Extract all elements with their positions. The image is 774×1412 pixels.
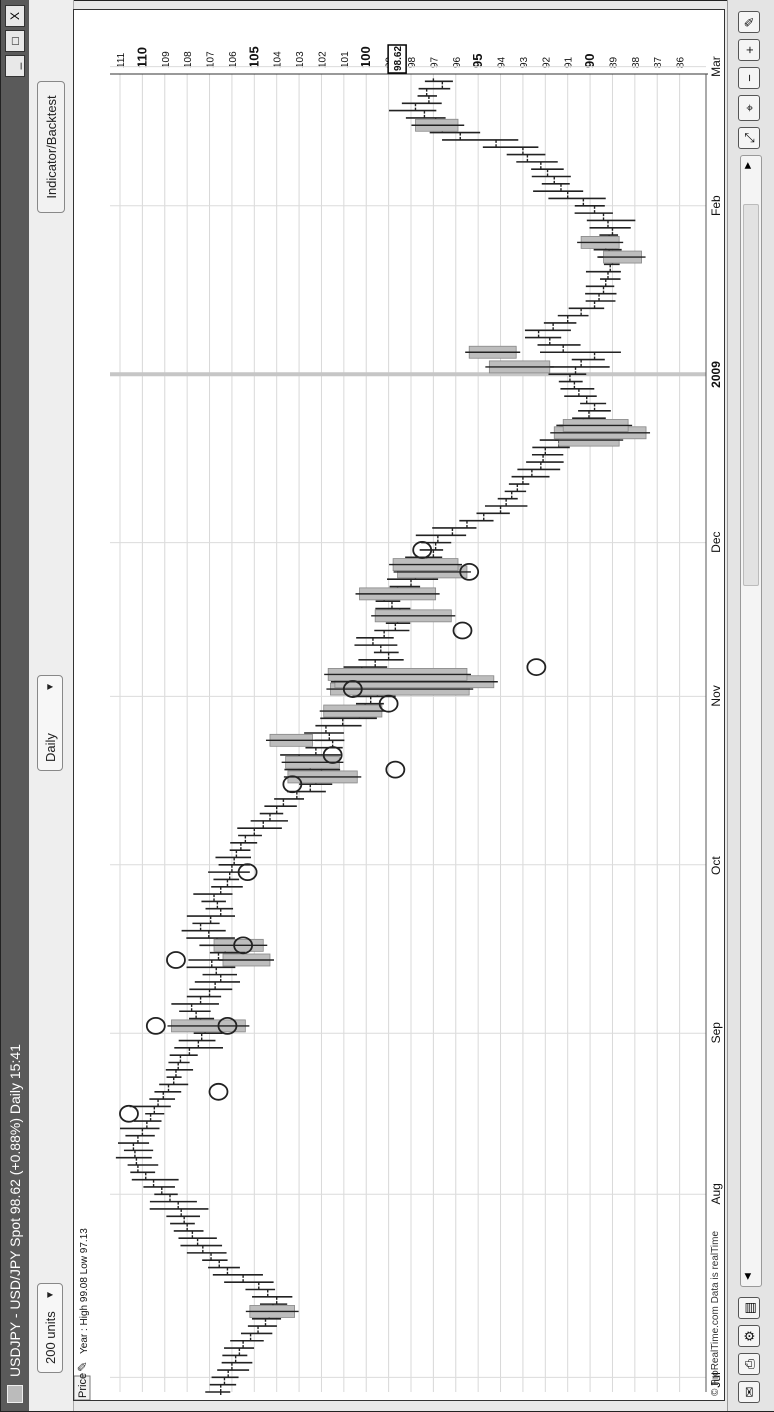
y-tick-label: 101 (340, 51, 351, 68)
y-tick-label: 110 (134, 47, 149, 68)
period-select[interactable]: Daily ▼ (37, 675, 63, 771)
wrench-icon[interactable]: ✎ (75, 1361, 90, 1372)
period-select-value: Daily (43, 733, 58, 762)
annotation-circle (145, 1016, 166, 1035)
current-price-box (387, 44, 407, 74)
scroll-left-arrow[interactable]: ◄ (742, 1271, 754, 1282)
maximize-button[interactable]: □ (5, 30, 25, 52)
x-tick-label: Mar (709, 56, 723, 77)
x-tick-label: Nov (709, 685, 723, 706)
minimize-button[interactable]: _ (5, 55, 25, 77)
x-tick-label: Oct (709, 856, 723, 875)
y-tick-label: 86 (676, 56, 687, 68)
y-tick-label: 94 (497, 56, 508, 68)
y-tick-label: 89 (608, 56, 619, 68)
indicator-backtest-button[interactable]: Indicator/Backtest (37, 81, 65, 213)
annotation-circle (378, 694, 399, 713)
scrollbar-thumb[interactable] (743, 204, 759, 586)
x-tick-label: Feb (709, 195, 723, 216)
y-tick-label: 103 (295, 51, 306, 68)
y-tick-label: 111 (116, 52, 127, 68)
toolbar: 200 units ▼ Daily ▼ Indicator/Backtest (29, 0, 74, 1411)
y-tick-label: 102 (317, 51, 328, 68)
zoom-fit-icon[interactable]: ⤢ (738, 127, 760, 149)
annotation-circle (385, 760, 406, 779)
x-tick-label: Jul (709, 1372, 723, 1387)
window-title: USDJPY - USD/JPY Spot 98.62 (+0.88%) Dai… (7, 1044, 23, 1377)
annotation-circle (233, 936, 254, 955)
units-select-value: 200 units (43, 1311, 58, 1364)
y-tick-label: 97 (429, 56, 440, 68)
title-bar: USDJPY - USD/JPY Spot 98.62 (+0.88%) Dai… (1, 0, 29, 1411)
print-icon[interactable]: ⎙ (738, 1353, 760, 1375)
x-tick-label: Dec (709, 531, 723, 552)
price-panel-label: Price (77, 1373, 89, 1398)
annotation-circle (237, 863, 258, 882)
y-tick-label: 87 (653, 56, 664, 68)
y-tick-label: 106 (228, 51, 239, 68)
close-button[interactable]: X (5, 5, 25, 27)
y-tick-label: 104 (273, 51, 284, 68)
y-tick-label: 107 (206, 51, 217, 68)
zoom-out-icon[interactable]: − (738, 67, 760, 89)
status-bar: ✉ ⎙ ⚙ ▤ ◄ ► ⤢ ⌖ − + ✎ (727, 0, 774, 1411)
x-tick-label: Sep (709, 1022, 723, 1044)
save-icon[interactable]: ▤ (738, 1297, 760, 1319)
horizontal-scrollbar[interactable]: ◄ ► (740, 155, 762, 1287)
y-tick-label: 92 (541, 56, 552, 68)
annotation-circle (282, 775, 303, 794)
crosshair-icon[interactable]: ⌖ (738, 95, 760, 121)
zoom-in-icon[interactable]: + (738, 39, 760, 61)
wrench-icon[interactable]: ✎ (738, 11, 760, 33)
y-tick-label: 91 (564, 56, 575, 68)
annotation-circle (452, 621, 473, 640)
annotation-circle (119, 1104, 139, 1123)
y-tick-label: 98 (407, 56, 418, 68)
annotation-circle (217, 1016, 238, 1035)
chevron-down-icon: ▼ (45, 1290, 56, 1300)
annotation-circle (412, 541, 433, 559)
email-icon[interactable]: ✉ (738, 1381, 760, 1403)
info-text: Year : High 99.08 Low 97.13 (79, 1228, 90, 1354)
price-chart[interactable]: 1111101091081071061051041031021011009998… (73, 10, 724, 1401)
copyright-text: © ProRealTime.com Data is realTime (710, 1231, 721, 1396)
y-tick-label: 108 (183, 51, 194, 68)
x-tick-label: Aug (709, 1183, 723, 1204)
y-tick-label: 90 (582, 54, 597, 68)
current-price-label: 98.62 (393, 46, 404, 71)
chart-window-icon (7, 1385, 23, 1403)
window-controls: _ □ X (5, 5, 25, 77)
annotation-circle (322, 746, 343, 764)
plot-panel: 1111101091081071061051041031021011009998… (73, 9, 725, 1401)
scroll-right-arrow[interactable]: ► (742, 160, 754, 171)
y-tick-label: 105 (246, 46, 261, 68)
y-tick-label: 88 (631, 56, 642, 68)
chevron-down-icon: ▼ (45, 682, 56, 692)
x-tick-label: 2009 (709, 361, 723, 388)
annotation-circle (526, 658, 547, 676)
units-select[interactable]: 200 units ▼ (37, 1283, 63, 1373)
annotation-circle (208, 1082, 229, 1101)
annotation-circle (342, 680, 363, 698)
y-tick-label: 100 (358, 46, 373, 68)
y-tick-label: 93 (519, 56, 530, 68)
annotation-circle (459, 563, 480, 581)
y-tick-label: 96 (452, 56, 463, 68)
y-tick-label: 109 (161, 51, 172, 68)
settings-icon[interactable]: ⚙ (738, 1325, 760, 1347)
y-tick-label: 95 (470, 54, 485, 68)
annotation-circle (166, 951, 186, 969)
